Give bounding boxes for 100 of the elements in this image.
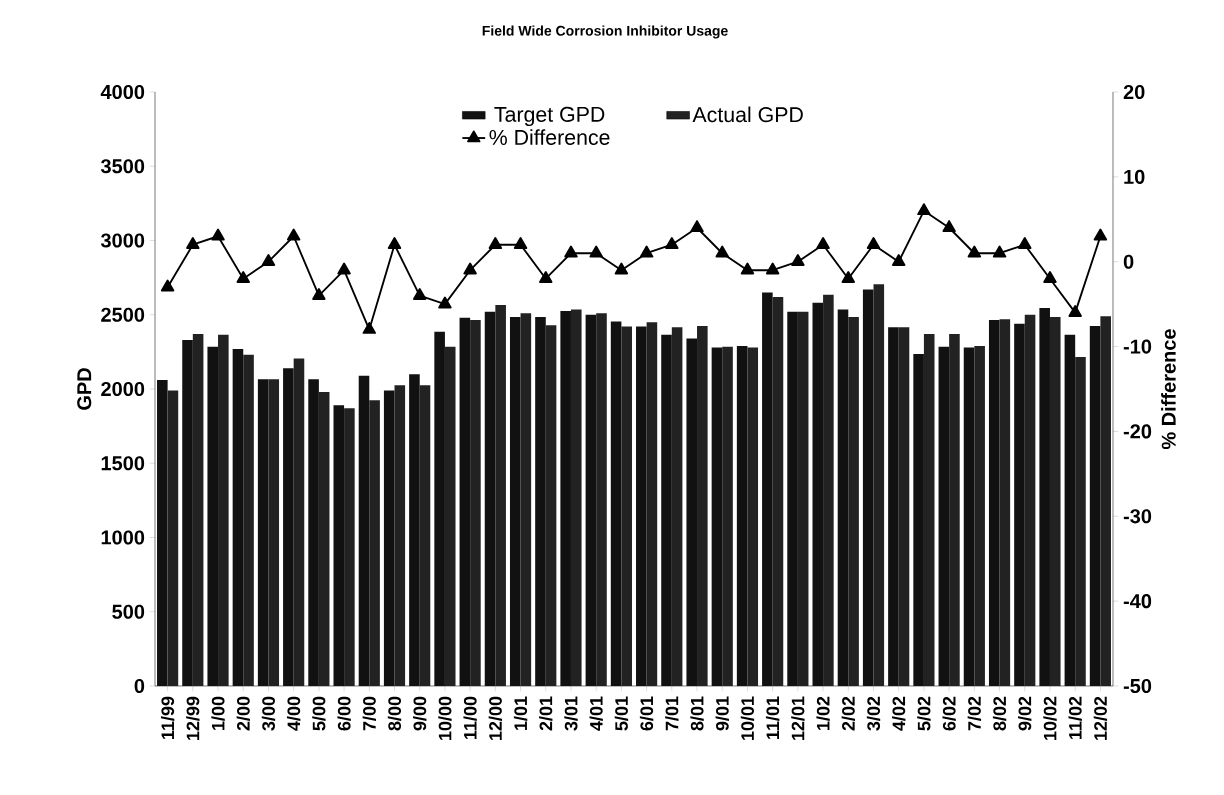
y-tick-label: 500 bbox=[112, 604, 145, 619]
bar bbox=[218, 334, 229, 686]
point bbox=[387, 237, 402, 250]
bar bbox=[157, 380, 168, 686]
bar bbox=[797, 311, 809, 686]
point bbox=[639, 245, 654, 258]
x-tick-label: 11/01 bbox=[765, 696, 780, 739]
y2-tick-label: -10 bbox=[1123, 339, 1152, 354]
x-tick-label: 9/02 bbox=[1018, 696, 1032, 731]
x-tick-label: 1/01 bbox=[513, 696, 528, 730]
x-tick-label: 12/01 bbox=[791, 696, 805, 740]
bar bbox=[1024, 314, 1036, 686]
bar bbox=[1075, 357, 1086, 686]
point bbox=[866, 237, 881, 250]
bar bbox=[812, 302, 824, 686]
y-tick-label: 2000 bbox=[101, 381, 145, 397]
bar bbox=[409, 374, 420, 686]
bar bbox=[848, 316, 859, 686]
x-tick-label: 7/02 bbox=[967, 696, 982, 731]
bar bbox=[1100, 316, 1111, 686]
point bbox=[841, 271, 856, 283]
y-axis-title: GPD bbox=[77, 368, 92, 410]
bar bbox=[459, 317, 471, 686]
point bbox=[992, 245, 1007, 258]
bar bbox=[862, 289, 874, 686]
x-tick-label: 10/01 bbox=[740, 696, 755, 740]
x-tick-label: 7/00 bbox=[362, 696, 376, 731]
x-tick-label: 8/01 bbox=[690, 696, 704, 731]
bar bbox=[747, 347, 759, 686]
y-tick-label: 3500 bbox=[100, 159, 145, 174]
x-tick-label: 5/01 bbox=[614, 696, 629, 731]
point bbox=[740, 262, 755, 275]
point bbox=[488, 237, 503, 250]
y2-tick-label: 10 bbox=[1124, 169, 1145, 184]
legend-label: Target GPD bbox=[494, 106, 605, 127]
bar bbox=[520, 313, 532, 686]
x-tick-label: 1/00 bbox=[211, 696, 225, 730]
y-tick-label: 4000 bbox=[100, 84, 145, 100]
point bbox=[665, 237, 679, 250]
bar bbox=[419, 385, 431, 686]
x-tick-label: 1/02 bbox=[816, 696, 830, 730]
bar bbox=[988, 319, 1000, 686]
bar bbox=[484, 311, 496, 686]
bar bbox=[762, 292, 773, 686]
bar bbox=[621, 326, 632, 686]
point bbox=[614, 262, 629, 275]
point bbox=[589, 245, 603, 258]
bar bbox=[736, 345, 748, 686]
bar bbox=[661, 334, 672, 686]
bar bbox=[923, 334, 935, 686]
point bbox=[715, 245, 729, 258]
bar bbox=[283, 368, 294, 686]
bar bbox=[192, 334, 204, 686]
point bbox=[1093, 228, 1108, 241]
point bbox=[160, 279, 175, 292]
bar bbox=[938, 346, 950, 686]
y-tick-label: 0 bbox=[134, 678, 145, 694]
bar bbox=[636, 326, 647, 686]
bar bbox=[444, 346, 456, 686]
point bbox=[463, 262, 477, 275]
legend-label: Actual GPD bbox=[692, 106, 803, 123]
bar bbox=[646, 322, 658, 686]
point bbox=[362, 321, 377, 334]
bar bbox=[369, 400, 380, 686]
x-tick-label: 10/00 bbox=[438, 696, 452, 740]
y-tick-label: 1500 bbox=[101, 456, 145, 471]
y-tick-label: 3000 bbox=[100, 233, 145, 248]
point bbox=[892, 254, 906, 266]
bar bbox=[560, 311, 571, 686]
bar bbox=[344, 408, 355, 686]
x-tick-label: 6/01 bbox=[639, 696, 654, 731]
bar bbox=[1014, 323, 1025, 686]
bar bbox=[333, 405, 345, 686]
bar bbox=[610, 321, 622, 686]
bar bbox=[232, 348, 244, 686]
bar bbox=[823, 294, 834, 686]
x-tick-label: 6/00 bbox=[337, 696, 351, 731]
bar bbox=[207, 346, 219, 686]
x-tick-label: 10/02 bbox=[1043, 696, 1057, 740]
point bbox=[564, 245, 578, 258]
point bbox=[690, 220, 704, 233]
bar bbox=[434, 331, 445, 686]
x-tick-label: 5/00 bbox=[312, 696, 326, 731]
bar bbox=[1039, 308, 1050, 686]
bar bbox=[1064, 334, 1076, 686]
x-tick-label: 2/00 bbox=[236, 696, 250, 731]
x-tick-label: 11/02 bbox=[1068, 696, 1082, 739]
y2-tick-label: -20 bbox=[1123, 424, 1152, 439]
x-tick-label: 12/99 bbox=[186, 696, 200, 740]
x-tick-label: 9/00 bbox=[413, 696, 427, 731]
point bbox=[942, 220, 956, 233]
bar bbox=[949, 334, 960, 686]
bar bbox=[394, 385, 406, 686]
x-tick-label: 12/02 bbox=[1093, 696, 1108, 740]
bar bbox=[772, 296, 784, 686]
y2-tick-label: -40 bbox=[1123, 594, 1152, 609]
x-tick-label: 9/01 bbox=[715, 696, 729, 731]
x-tick-label: 7/01 bbox=[665, 696, 679, 731]
point bbox=[513, 237, 528, 250]
bar bbox=[535, 316, 546, 686]
